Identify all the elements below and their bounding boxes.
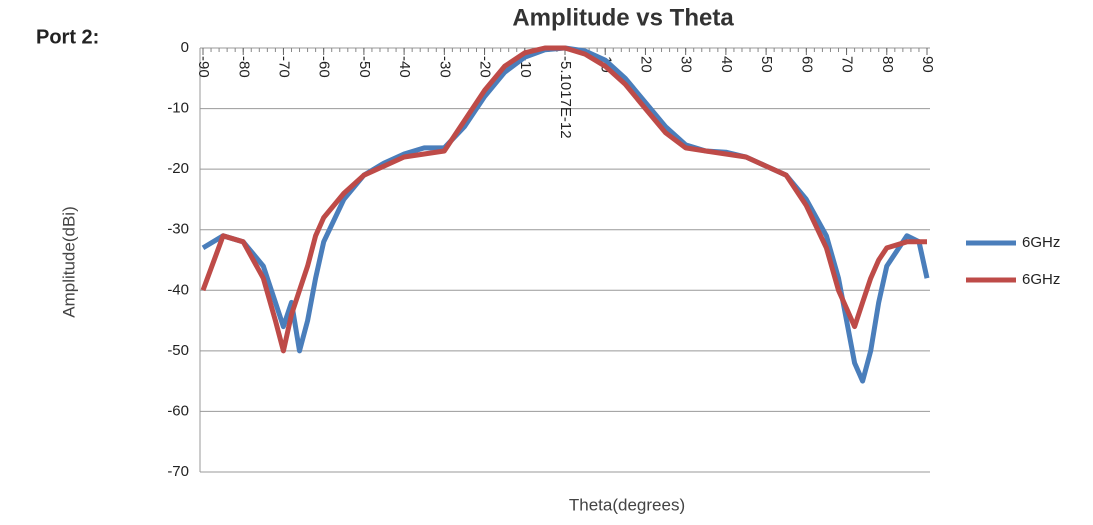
y-tick-label: -30 xyxy=(167,221,189,238)
x-tick-label: -20 xyxy=(477,56,494,78)
x-tick-label: -50 xyxy=(356,56,373,78)
x-tick-label: 60 xyxy=(798,56,815,73)
y-axis-label: Amplitude(dBi) xyxy=(59,206,78,318)
chart-title: Amplitude vs Theta xyxy=(512,4,734,31)
y-tick-label: 0 xyxy=(181,39,189,56)
x-tick-label: 90 xyxy=(919,56,936,73)
y-tick-label: -10 xyxy=(167,100,189,117)
x-tick-label: -60 xyxy=(316,56,333,78)
x-tick-label: -80 xyxy=(235,56,252,78)
x-tick-label: 80 xyxy=(879,56,896,73)
legend-label: 6GHz xyxy=(1022,271,1060,288)
x-tick-label: -70 xyxy=(275,56,292,78)
series-line xyxy=(200,45,927,354)
x-axis-label: Theta(degrees) xyxy=(569,495,685,514)
x-tick-label: 20 xyxy=(637,56,654,73)
x-tick-label: -5.1017E-12 xyxy=(557,56,574,139)
y-tick-label: -70 xyxy=(167,463,189,480)
y-tick-label: -20 xyxy=(167,160,189,177)
x-tick-label: -30 xyxy=(436,56,453,78)
x-tick-label: 50 xyxy=(758,56,775,73)
x-tick-label: -40 xyxy=(396,56,413,78)
panel-label: Port 2: xyxy=(36,26,99,48)
y-tick-label: -60 xyxy=(167,402,189,419)
y-tick-label: -50 xyxy=(167,342,189,359)
x-tick-label: 30 xyxy=(678,56,695,73)
x-tick-label: -90 xyxy=(195,56,212,78)
x-tick-label: 70 xyxy=(839,56,856,73)
x-tick-label: 40 xyxy=(718,56,735,73)
legend-label: 6GHz xyxy=(1022,234,1060,251)
y-tick-label: -40 xyxy=(167,281,189,298)
